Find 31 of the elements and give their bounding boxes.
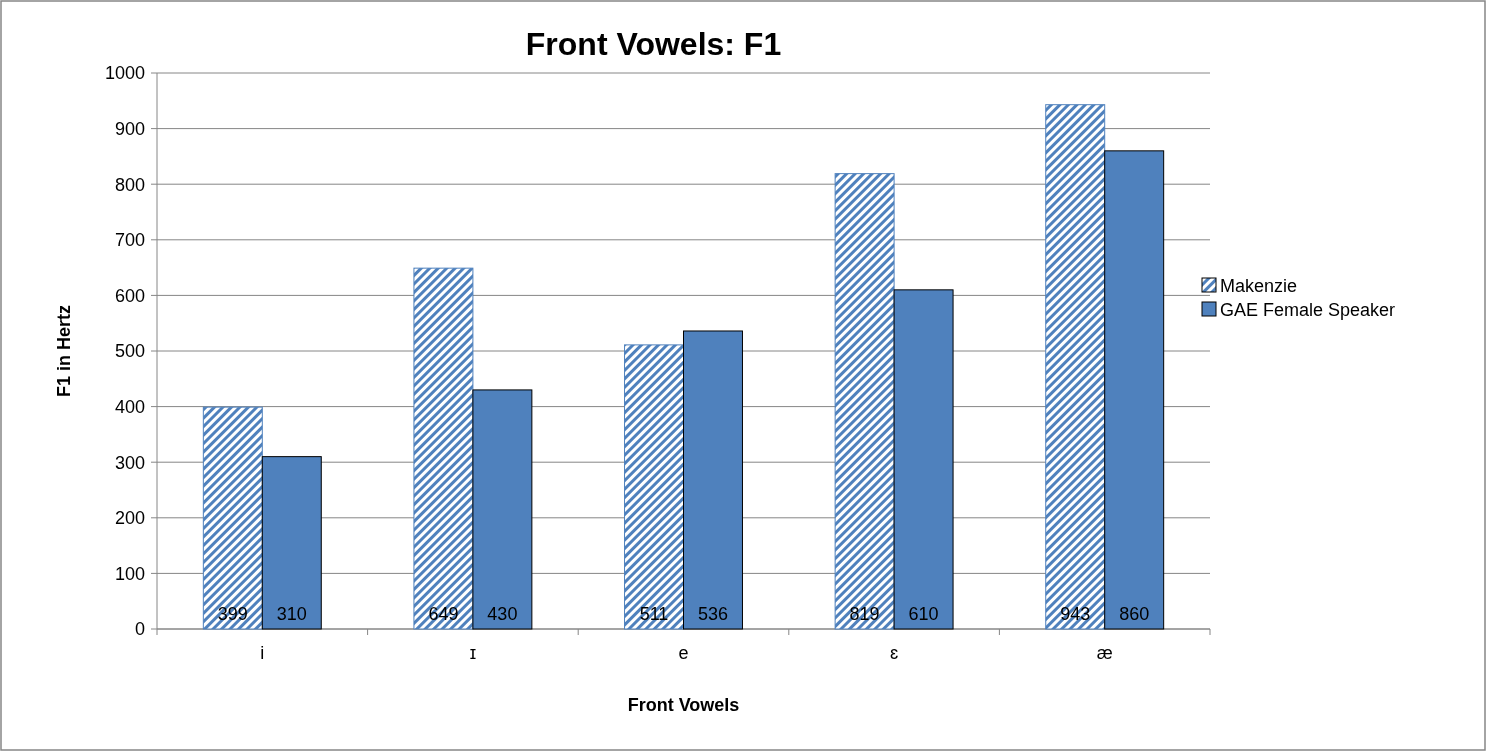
y-tick-label: 200 xyxy=(114,508,145,529)
y-tick-label: 900 xyxy=(114,118,145,139)
y-tick-label: 600 xyxy=(114,285,145,306)
data-label: 610 xyxy=(908,604,939,624)
y-tick-label: 700 xyxy=(114,230,145,251)
y-axis-title: F1 in Hertz xyxy=(54,304,74,398)
legend-label: GAE Female Speaker xyxy=(1220,300,1396,321)
y-tick-label: 400 xyxy=(114,396,145,417)
x-tick-label: ɛ xyxy=(889,643,899,663)
chart-title: Front Vowels: F1 xyxy=(525,26,782,62)
y-tick-label: 800 xyxy=(114,174,145,195)
data-label: 943 xyxy=(1060,604,1091,624)
y-tick-label: 500 xyxy=(114,341,145,362)
y-tick-label: 100 xyxy=(114,563,145,584)
x-tick-label: æ xyxy=(1096,643,1113,663)
data-label: 399 xyxy=(217,604,248,624)
x-axis-title: Front Vowels xyxy=(627,695,740,715)
data-label: 511 xyxy=(639,604,669,624)
x-tick-label: e xyxy=(678,643,689,663)
y-tick-label: 300 xyxy=(114,452,145,473)
y-tick-label: 1000 xyxy=(104,63,145,84)
y-tick-label: 0 xyxy=(134,619,145,640)
x-tick-label: ɪ xyxy=(469,643,477,663)
data-label: 819 xyxy=(849,604,880,624)
data-label: 536 xyxy=(697,604,729,624)
x-tick-label: i xyxy=(260,643,265,663)
data-label: 430 xyxy=(487,604,518,624)
legend-label: Makenzie xyxy=(1220,276,1298,297)
data-label: 310 xyxy=(276,604,307,624)
data-label: 649 xyxy=(428,604,459,624)
data-label: 860 xyxy=(1119,604,1150,624)
